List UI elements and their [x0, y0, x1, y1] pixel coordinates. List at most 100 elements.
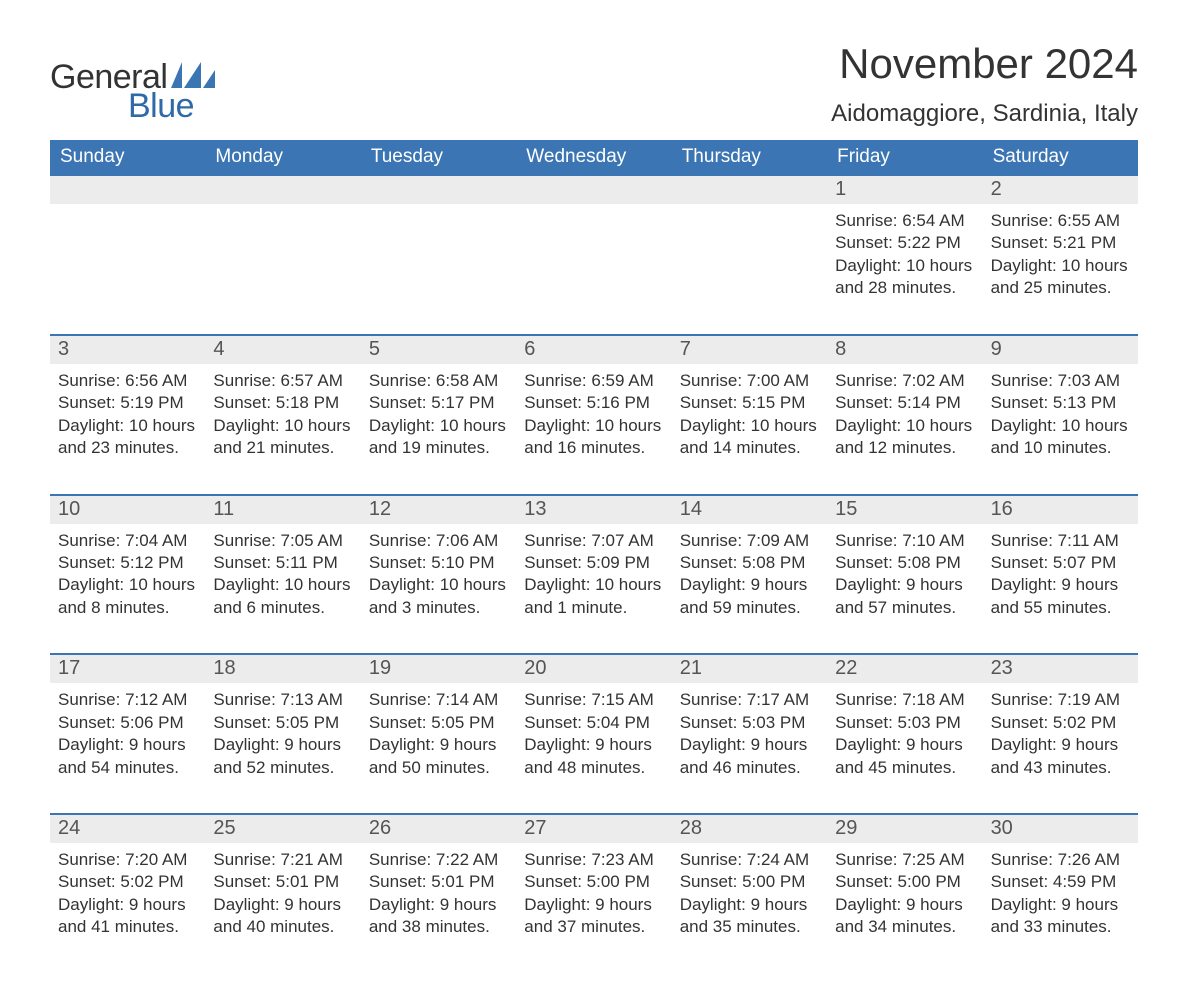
- daylight2-line: and 54 minutes.: [58, 757, 197, 779]
- sunset-line: Sunset: 5:03 PM: [835, 712, 974, 734]
- daylight1-line: Daylight: 10 hours: [213, 574, 352, 596]
- sunset-line: Sunset: 5:08 PM: [835, 552, 974, 574]
- sunrise-line: Sunrise: 7:20 AM: [58, 849, 197, 871]
- day-number: 8: [827, 336, 982, 364]
- daylight2-line: and 16 minutes.: [524, 437, 663, 459]
- sunset-line: Sunset: 5:22 PM: [835, 232, 974, 254]
- day-number: 25: [205, 815, 360, 843]
- day-number: 9: [983, 336, 1138, 364]
- sunset-line: Sunset: 5:05 PM: [213, 712, 352, 734]
- daylight2-line: and 45 minutes.: [835, 757, 974, 779]
- day-cell: Sunrise: 7:05 AMSunset: 5:11 PMDaylight:…: [205, 524, 360, 626]
- day-content: Sunrise: 7:04 AMSunset: 5:12 PMDaylight:…: [50, 524, 205, 626]
- day-number: 27: [516, 815, 671, 843]
- daylight1-line: Daylight: 9 hours: [524, 734, 663, 756]
- day-content: Sunrise: 6:55 AMSunset: 5:21 PMDaylight:…: [983, 204, 1138, 306]
- sunset-line: Sunset: 5:12 PM: [58, 552, 197, 574]
- day-cell: Sunrise: 7:22 AMSunset: 5:01 PMDaylight:…: [361, 843, 516, 945]
- day-cell: [50, 204, 205, 306]
- day-header: Friday: [827, 140, 982, 176]
- sunset-line: Sunset: 5:18 PM: [213, 392, 352, 414]
- sunrise-line: Sunrise: 7:15 AM: [524, 689, 663, 711]
- day-content: Sunrise: 7:11 AMSunset: 5:07 PMDaylight:…: [983, 524, 1138, 626]
- daylight2-line: and 28 minutes.: [835, 277, 974, 299]
- day-content: Sunrise: 7:02 AMSunset: 5:14 PMDaylight:…: [827, 364, 982, 466]
- day-content: Sunrise: 6:58 AMSunset: 5:17 PMDaylight:…: [361, 364, 516, 466]
- daylight1-line: Daylight: 10 hours: [58, 415, 197, 437]
- day-number: 4: [205, 336, 360, 364]
- daylight2-line: and 19 minutes.: [369, 437, 508, 459]
- sunrise-line: Sunrise: 7:25 AM: [835, 849, 974, 871]
- day-cell: Sunrise: 7:21 AMSunset: 5:01 PMDaylight:…: [205, 843, 360, 945]
- title-block: November 2024 Aidomaggiore, Sardinia, It…: [831, 40, 1138, 128]
- sunset-line: Sunset: 5:07 PM: [991, 552, 1130, 574]
- daylight1-line: Daylight: 10 hours: [213, 415, 352, 437]
- day-content: Sunrise: 7:18 AMSunset: 5:03 PMDaylight:…: [827, 683, 982, 785]
- day-cell: Sunrise: 7:20 AMSunset: 5:02 PMDaylight:…: [50, 843, 205, 945]
- sunrise-line: Sunrise: 7:12 AM: [58, 689, 197, 711]
- daylight2-line: and 57 minutes.: [835, 597, 974, 619]
- day-number: 16: [983, 496, 1138, 524]
- day-cell: Sunrise: 7:00 AMSunset: 5:15 PMDaylight:…: [672, 364, 827, 466]
- day-number: 6: [516, 336, 671, 364]
- sunrise-line: Sunrise: 7:10 AM: [835, 530, 974, 552]
- daylight2-line: and 21 minutes.: [213, 437, 352, 459]
- day-cell: Sunrise: 6:55 AMSunset: 5:21 PMDaylight:…: [983, 204, 1138, 306]
- daylight2-line: and 41 minutes.: [58, 916, 197, 938]
- day-cell: Sunrise: 7:26 AMSunset: 4:59 PMDaylight:…: [983, 843, 1138, 945]
- sunrise-line: Sunrise: 7:18 AM: [835, 689, 974, 711]
- sunrise-line: Sunrise: 7:06 AM: [369, 530, 508, 552]
- day-content: Sunrise: 7:22 AMSunset: 5:01 PMDaylight:…: [361, 843, 516, 945]
- daylight1-line: Daylight: 10 hours: [58, 574, 197, 596]
- week-content-row: Sunrise: 7:20 AMSunset: 5:02 PMDaylight:…: [50, 843, 1138, 945]
- sunrise-line: Sunrise: 7:07 AM: [524, 530, 663, 552]
- sunrise-line: Sunrise: 6:58 AM: [369, 370, 508, 392]
- day-number: 28: [672, 815, 827, 843]
- sunset-line: Sunset: 5:01 PM: [213, 871, 352, 893]
- week-content-row: Sunrise: 7:12 AMSunset: 5:06 PMDaylight:…: [50, 683, 1138, 785]
- day-number: 22: [827, 655, 982, 683]
- day-cell: [672, 204, 827, 306]
- daylight1-line: Daylight: 9 hours: [369, 734, 508, 756]
- sunrise-line: Sunrise: 6:54 AM: [835, 210, 974, 232]
- day-cell: Sunrise: 6:58 AMSunset: 5:17 PMDaylight:…: [361, 364, 516, 466]
- day-cell: [361, 204, 516, 306]
- daylight1-line: Daylight: 10 hours: [835, 415, 974, 437]
- sunset-line: Sunset: 5:00 PM: [524, 871, 663, 893]
- day-number: 10: [50, 496, 205, 524]
- day-cell: [205, 204, 360, 306]
- day-cell: [516, 204, 671, 306]
- sunrise-line: Sunrise: 7:19 AM: [991, 689, 1130, 711]
- day-number: 13: [516, 496, 671, 524]
- brand-logo: General Blue: [50, 58, 215, 126]
- day-number: 23: [983, 655, 1138, 683]
- sunset-line: Sunset: 5:04 PM: [524, 712, 663, 734]
- day-cell: Sunrise: 7:11 AMSunset: 5:07 PMDaylight:…: [983, 524, 1138, 626]
- sunset-line: Sunset: 5:10 PM: [369, 552, 508, 574]
- daylight1-line: Daylight: 10 hours: [369, 574, 508, 596]
- empty-day-number: [361, 176, 516, 204]
- daylight2-line: and 38 minutes.: [369, 916, 508, 938]
- calendar-grid: SundayMondayTuesdayWednesdayThursdayFrid…: [50, 140, 1138, 945]
- day-number: 30: [983, 815, 1138, 843]
- daylight2-line: and 55 minutes.: [991, 597, 1130, 619]
- day-cell: Sunrise: 7:23 AMSunset: 5:00 PMDaylight:…: [516, 843, 671, 945]
- daylight2-line: and 14 minutes.: [680, 437, 819, 459]
- daylight2-line: and 33 minutes.: [991, 916, 1130, 938]
- daylight1-line: Daylight: 9 hours: [369, 894, 508, 916]
- sunset-line: Sunset: 5:09 PM: [524, 552, 663, 574]
- sunrise-line: Sunrise: 6:57 AM: [213, 370, 352, 392]
- daylight2-line: and 46 minutes.: [680, 757, 819, 779]
- sunset-line: Sunset: 5:00 PM: [680, 871, 819, 893]
- day-number: 26: [361, 815, 516, 843]
- day-cell: Sunrise: 7:03 AMSunset: 5:13 PMDaylight:…: [983, 364, 1138, 466]
- daylight2-line: and 35 minutes.: [680, 916, 819, 938]
- day-number: 15: [827, 496, 982, 524]
- day-header: Tuesday: [361, 140, 516, 176]
- day-content: Sunrise: 6:56 AMSunset: 5:19 PMDaylight:…: [50, 364, 205, 466]
- day-content: Sunrise: 6:54 AMSunset: 5:22 PMDaylight:…: [827, 204, 982, 306]
- day-content: Sunrise: 7:06 AMSunset: 5:10 PMDaylight:…: [361, 524, 516, 626]
- week-number-row: 17181920212223: [50, 653, 1138, 683]
- day-content: Sunrise: 7:15 AMSunset: 5:04 PMDaylight:…: [516, 683, 671, 785]
- daylight1-line: Daylight: 9 hours: [680, 574, 819, 596]
